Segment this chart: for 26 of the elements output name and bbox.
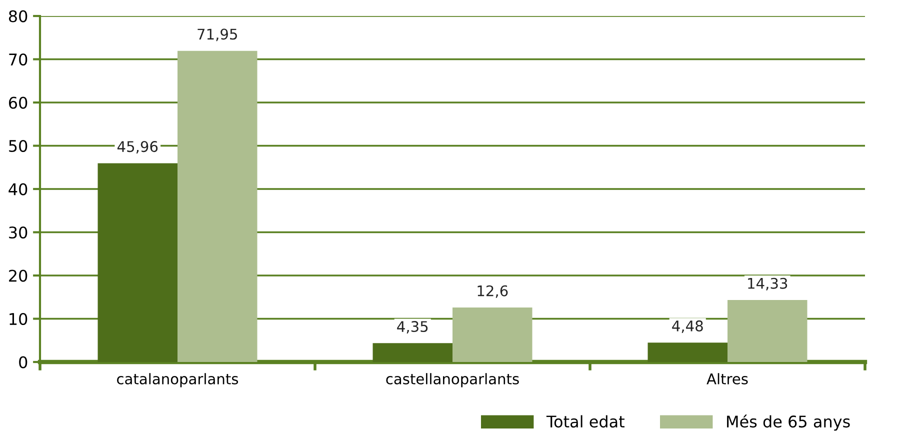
y-tick-label: 70 xyxy=(9,53,28,66)
bar xyxy=(452,308,532,362)
legend-label: Total edat xyxy=(546,415,624,428)
y-tick-label: 80 xyxy=(8,10,28,22)
bar xyxy=(178,50,258,362)
y-tick-label: 30 xyxy=(9,226,28,239)
bar xyxy=(648,342,728,362)
data-label: 14,33 xyxy=(748,278,788,290)
bar xyxy=(98,163,178,362)
y-tick-label: 10 xyxy=(10,312,28,326)
data-label: 12,6 xyxy=(478,285,508,298)
x-tick-label: Altres xyxy=(706,373,748,384)
x-tick-label: castellanoparlants xyxy=(386,373,519,388)
bar xyxy=(728,300,808,362)
y-tick-label: 40 xyxy=(8,183,28,196)
data-label: 45,96 xyxy=(117,141,158,154)
data-label: 71,95 xyxy=(198,28,237,42)
y-tick-label: 60 xyxy=(8,96,28,109)
y-tick-label: 0 xyxy=(19,356,28,368)
x-tick-label: catalanoparlants xyxy=(117,373,238,388)
data-label: 4,35 xyxy=(397,320,428,334)
y-tick-label: 50 xyxy=(9,140,28,152)
bar xyxy=(372,343,452,362)
y-tick-label: 20 xyxy=(9,270,28,282)
legend-label: Més de 65 anys xyxy=(727,414,850,431)
data-label: 4,48 xyxy=(672,320,703,333)
